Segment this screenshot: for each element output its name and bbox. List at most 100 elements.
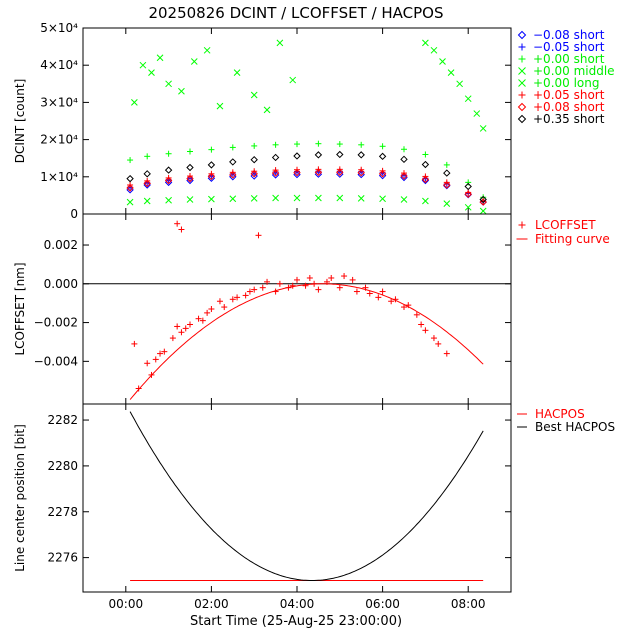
data-point-b: [422, 39, 429, 47]
data-point: [203, 46, 211, 54]
data-point: [234, 294, 241, 301]
data-point: [216, 102, 224, 110]
data-point: [328, 274, 335, 281]
y-tick-label: 2282: [47, 413, 78, 427]
data-point-shape: [464, 190, 472, 198]
data-point: [479, 195, 487, 204]
data-point: [413, 311, 420, 318]
data-point-b: [208, 195, 215, 203]
data-point-b: [263, 106, 271, 114]
data-point: [314, 151, 323, 159]
data-point-shape: [229, 171, 237, 179]
data-point: [229, 195, 237, 203]
x-axis: 00:00 02:00 04:00 06:00 08:00: [109, 597, 486, 611]
data-point: [165, 150, 172, 157]
data-point: [422, 197, 429, 205]
data-point-shape: [378, 152, 387, 161]
data-point: [378, 170, 387, 178]
data-point-b: [186, 196, 194, 203]
data-point: [418, 321, 425, 328]
data-point: [126, 198, 134, 206]
data-point: [143, 197, 151, 205]
data-point-b: [379, 195, 386, 203]
dcint-axes: 0 1×10⁴ 2×10⁴ 3×10⁴ 4×10⁴ 5×10⁴: [40, 21, 511, 221]
fit-curve-1: [129, 283, 484, 400]
x-tick-label: 08:00: [451, 597, 486, 611]
data-point: [165, 80, 172, 88]
data-point: [315, 286, 322, 293]
data-point: [165, 196, 172, 204]
data-point: [314, 168, 323, 177]
data-point-b: [165, 80, 172, 88]
data-point: [306, 274, 313, 281]
data-point: [400, 155, 408, 164]
data-point-b: [250, 91, 258, 99]
data-point-shape: [443, 182, 451, 190]
data-point-b: [276, 39, 284, 47]
data-point: [464, 182, 472, 191]
data-point: [139, 61, 147, 69]
data-point: [264, 278, 271, 285]
data-point: [422, 327, 429, 334]
data-point: [182, 325, 189, 332]
legend-label: HACPOS: [535, 407, 585, 421]
legend-symbol: [517, 114, 527, 124]
data-point-b: [126, 198, 134, 206]
lcoffset-frame: [82, 213, 512, 405]
data-point: [443, 182, 451, 190]
data-point-shape: [186, 163, 194, 172]
data-point-shape: [421, 176, 430, 185]
data-point-b: [272, 194, 279, 202]
data-point-b: [190, 58, 198, 65]
data-point: [229, 171, 237, 179]
data-point-shape: [400, 172, 408, 180]
data-point: [388, 298, 395, 305]
data-point-shape: [479, 195, 487, 204]
legend-label: +0.00 short: [533, 52, 605, 66]
data-point: [126, 184, 134, 192]
data-point: [400, 196, 408, 203]
data-point: [294, 141, 300, 148]
data-point: [443, 181, 451, 189]
data-point: [422, 39, 429, 47]
data-point: [126, 174, 134, 183]
dcint-panel: 0 1×10⁴ 2×10⁴ 3×10⁴ 4×10⁴ 5×10⁴ DCINT [count]…: [13, 21, 615, 221]
y-tick-label: −0.004: [34, 354, 78, 368]
legend-label: +0.35 short: [533, 112, 605, 126]
data-point-shape: [186, 174, 194, 183]
data-point: [251, 286, 258, 293]
data-point: [289, 76, 297, 84]
data-point-b: [357, 195, 365, 202]
legend-symbol: [518, 67, 526, 75]
data-point-b: [143, 197, 151, 205]
data-point: [366, 290, 373, 297]
data-point: [143, 170, 151, 178]
data-point: [439, 58, 446, 65]
x-tick-label: 06:00: [365, 597, 400, 611]
y-tick-label: 1×10⁴: [40, 170, 78, 184]
y-tick-label: 0.000: [44, 277, 78, 291]
legend-symbol: [517, 102, 527, 112]
y-tick-label: 2278: [47, 505, 78, 519]
data-point: [400, 172, 408, 180]
data-point: [473, 110, 481, 117]
data-point: [357, 195, 365, 202]
data-point: [336, 194, 344, 202]
data-point-shape: [250, 170, 258, 178]
data-point-shape: [357, 169, 365, 177]
y-tick-label: 2276: [47, 551, 78, 565]
data-point-b: [148, 69, 155, 76]
data-point-shape: [421, 175, 430, 184]
data-point: [164, 166, 173, 174]
data-point-shape: [464, 182, 472, 191]
data-point: [152, 356, 159, 363]
data-point: [353, 288, 360, 295]
data-point: [302, 282, 309, 289]
hacpos-frame: [82, 403, 512, 593]
data-point: [169, 335, 176, 342]
dcint-legend: −0.08 short −0.05 short +0.00 short +0.0…: [517, 28, 615, 126]
data-point-shape: [143, 170, 151, 178]
legend-label: +0.05 short: [533, 88, 605, 102]
data-point: [276, 39, 284, 47]
data-point: [229, 296, 236, 303]
